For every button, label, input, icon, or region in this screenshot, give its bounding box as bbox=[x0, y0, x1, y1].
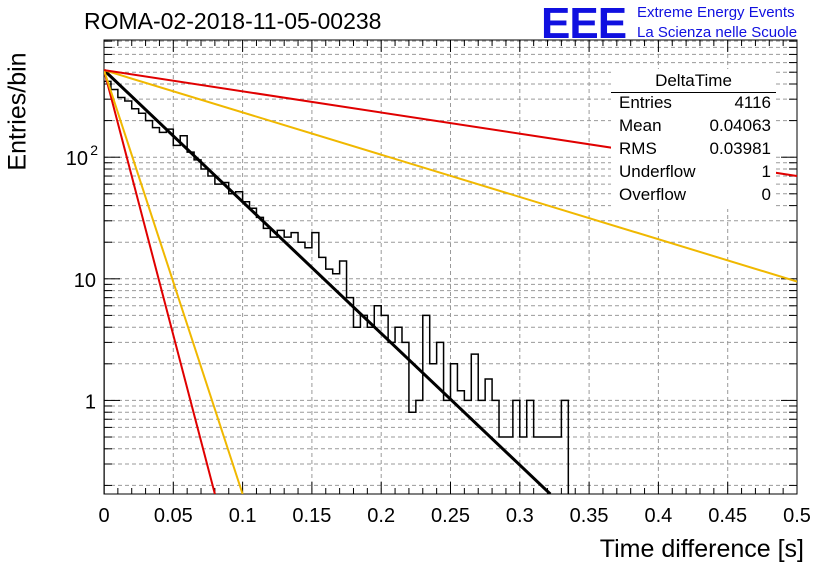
stats-value: 4116 bbox=[734, 93, 771, 112]
chart-title: ROMA-02-2018-11-05-00238 bbox=[84, 8, 382, 34]
stats-key: Overflow bbox=[619, 185, 687, 204]
x-tick-label: 0.45 bbox=[708, 505, 747, 527]
stats-key: Entries bbox=[619, 93, 672, 112]
stats-row-underflow: Underflow 1 bbox=[619, 162, 771, 184]
x-tick-label: 0.15 bbox=[292, 505, 331, 527]
stats-row-entries: Entries 4116 bbox=[619, 93, 771, 115]
stats-value: 0 bbox=[761, 185, 771, 204]
logo-tagline-1: Extreme Energy Events bbox=[637, 4, 795, 21]
stats-key: RMS bbox=[619, 139, 657, 158]
fit-line-red bbox=[104, 69, 216, 494]
fit-line-black bbox=[104, 69, 552, 494]
stats-row-mean: Mean 0.04063 bbox=[619, 116, 771, 138]
stats-row-rms: RMS 0.03981 bbox=[619, 139, 771, 161]
eee-logo: EEE bbox=[541, 0, 627, 48]
y-tick-label: 10 bbox=[66, 148, 88, 170]
y-axis-label: Entries/bin bbox=[3, 52, 32, 171]
histogram bbox=[104, 80, 570, 494]
fit-line-yellow bbox=[104, 69, 797, 283]
stats-row-overflow: Overflow 0 bbox=[619, 185, 771, 207]
x-tick-label: 0.4 bbox=[644, 505, 672, 527]
y-tick-label-exponent: 2 bbox=[90, 142, 98, 158]
stats-value: 0.03981 bbox=[709, 139, 771, 158]
stats-key: Mean bbox=[619, 116, 662, 135]
fit-line-yellow bbox=[104, 69, 244, 494]
x-tick-label: 0.3 bbox=[506, 505, 534, 527]
x-tick-label: 0.1 bbox=[229, 505, 257, 527]
x-tick-label: 0.25 bbox=[431, 505, 470, 527]
logo-tagline-2: La Scienza nelle Scuole bbox=[637, 24, 798, 41]
x-tick-label: 0 bbox=[98, 505, 109, 527]
x-tick-label: 0.5 bbox=[783, 505, 811, 527]
y-tick-label: 10 bbox=[74, 270, 96, 292]
y-tick-label: 1 bbox=[85, 391, 96, 413]
x-tick-label: 0.2 bbox=[367, 505, 395, 527]
x-axis-label: Time difference [s] bbox=[599, 535, 804, 563]
x-tick-label: 0.35 bbox=[570, 505, 609, 527]
x-tick-label: 0.05 bbox=[154, 505, 193, 527]
stats-box: DeltaTime Entries 4116 Mean 0.04063 RMS … bbox=[611, 69, 776, 209]
stats-value: 0.04063 bbox=[709, 116, 771, 135]
stats-key: Underflow bbox=[619, 162, 696, 181]
stats-title: DeltaTime bbox=[611, 71, 776, 93]
stats-value: 1 bbox=[761, 162, 771, 181]
